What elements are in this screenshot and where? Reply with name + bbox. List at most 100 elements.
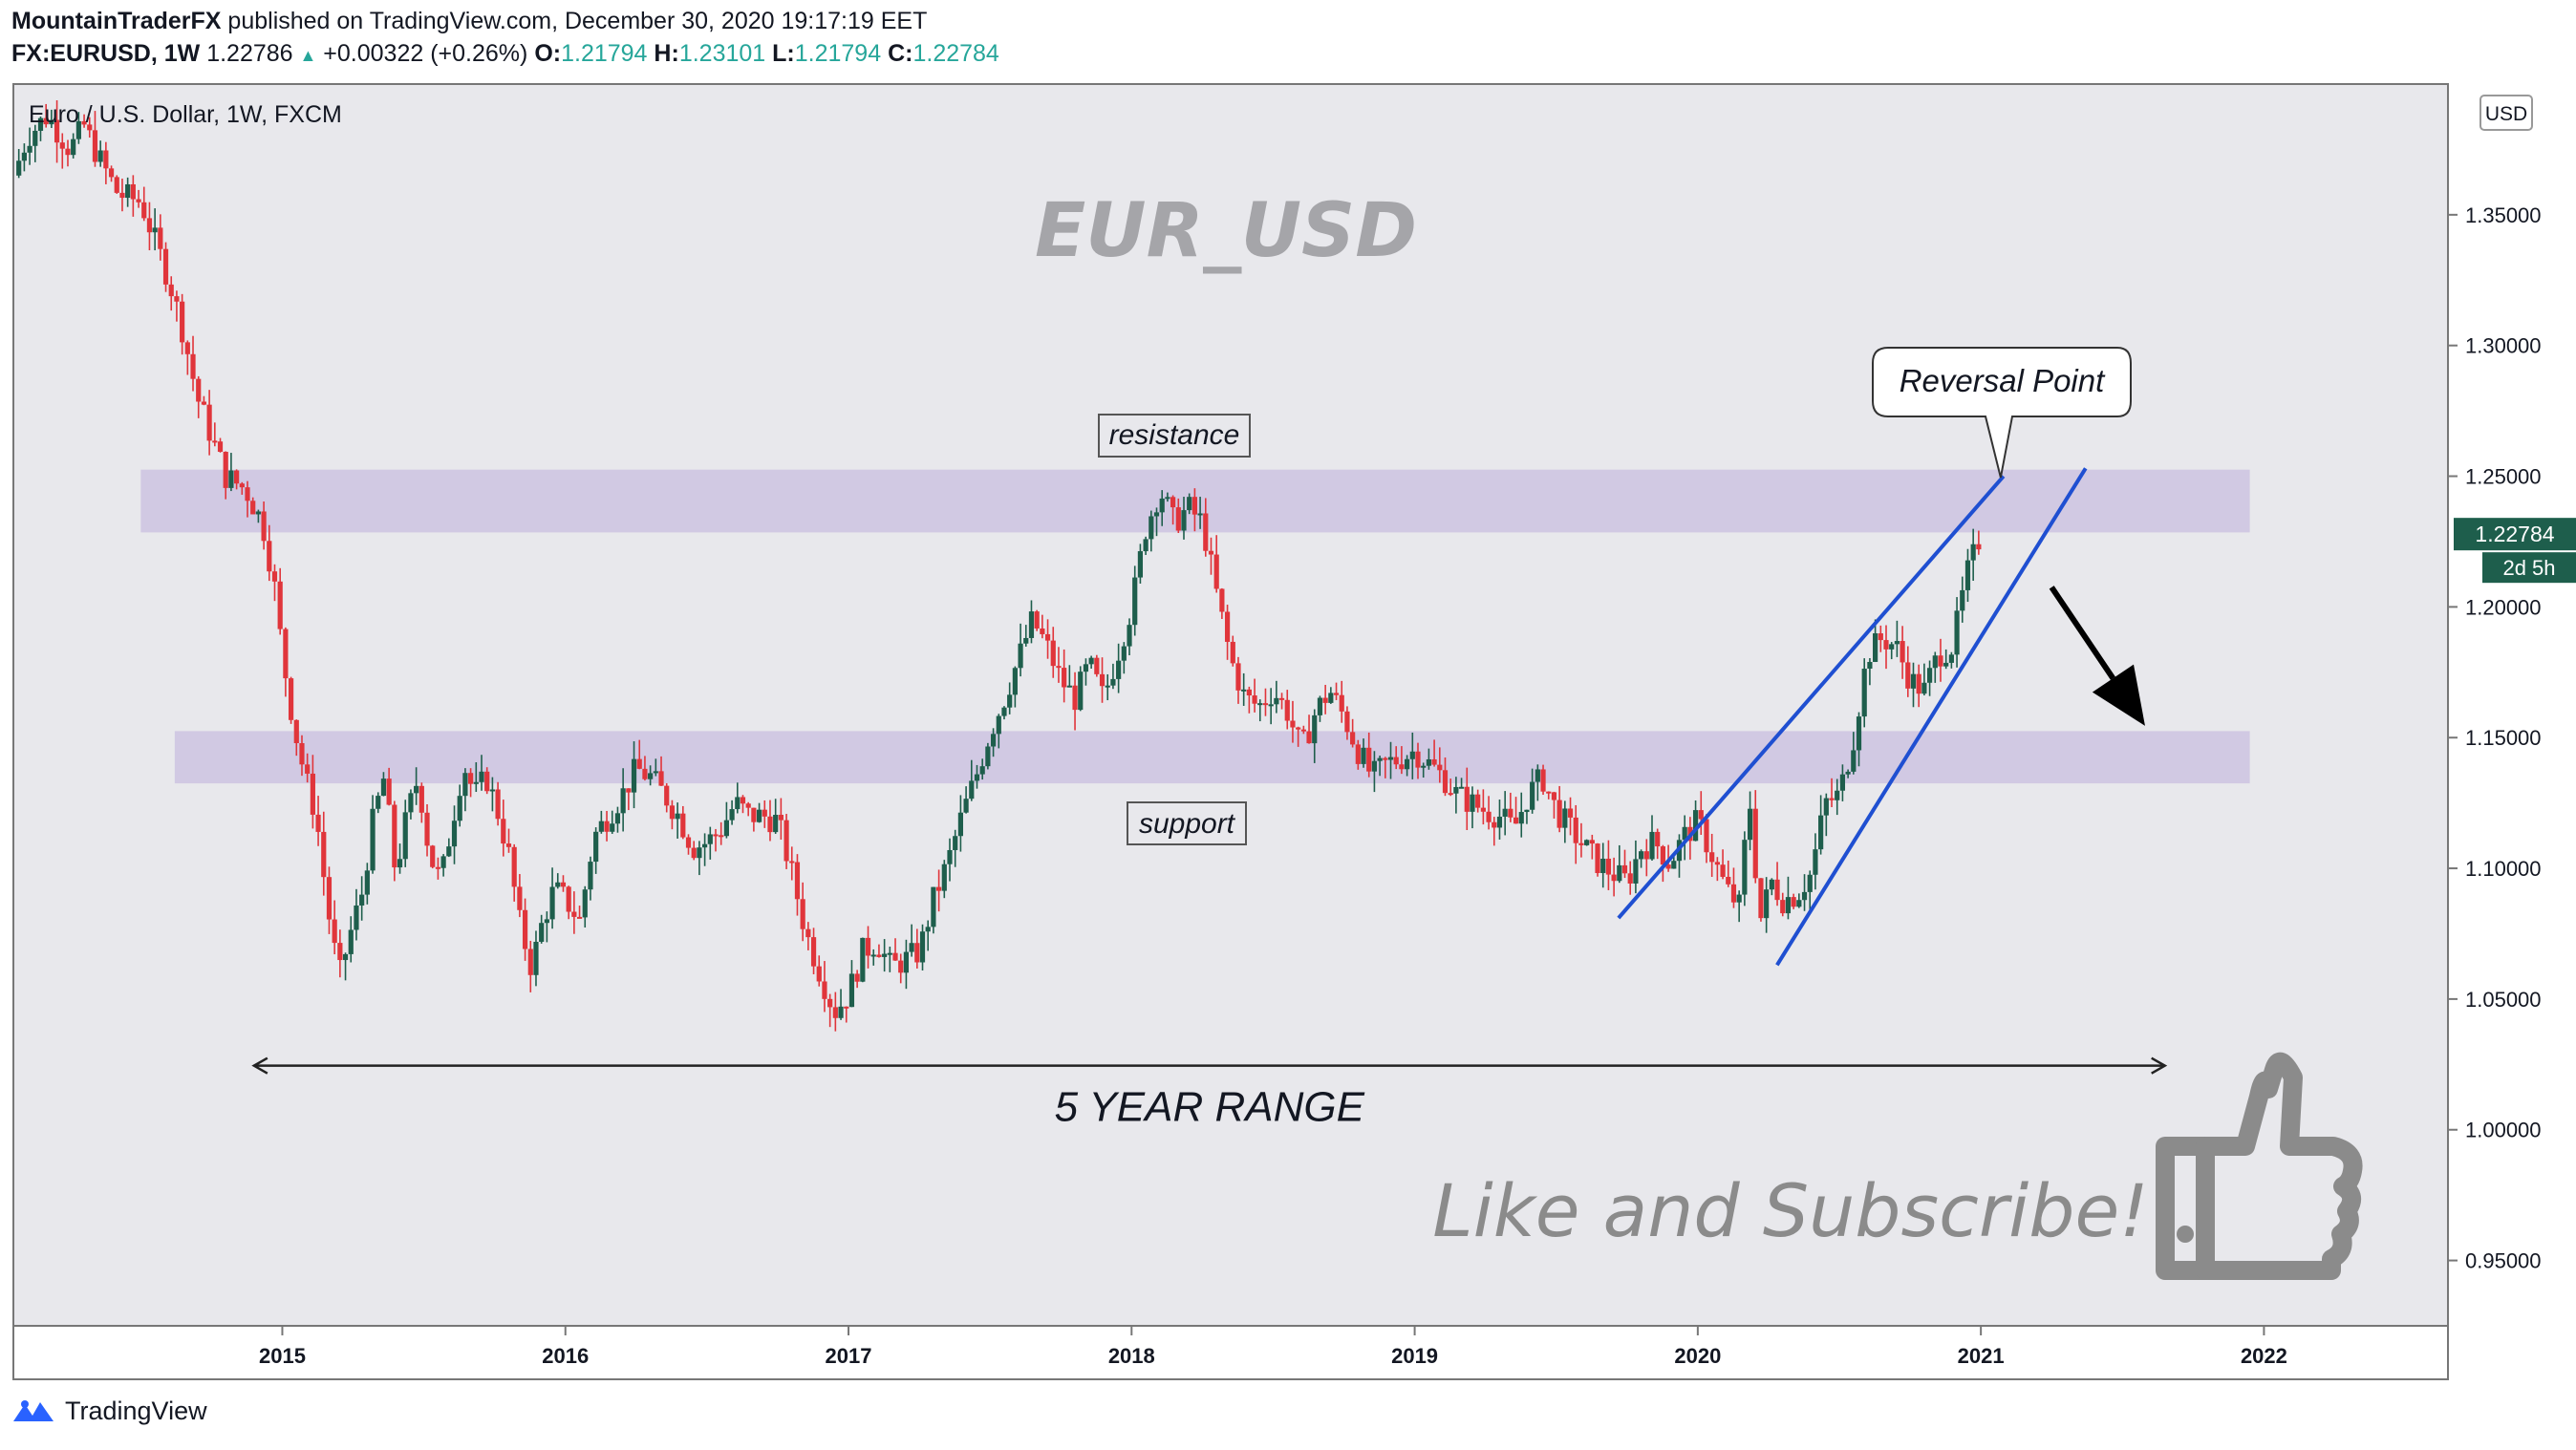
candle-down [745,803,751,808]
candle-up [1639,851,1644,860]
candle-up [397,859,403,868]
candle-up [1148,516,1154,540]
candle-down [1252,695,1257,704]
candle-up [27,145,32,153]
candle-down [1709,852,1715,863]
candle-up [1970,544,1976,561]
channel-lower-line[interactable] [1775,467,2088,967]
plot-area[interactable] [12,83,2449,1327]
candle-down [1916,673,1921,694]
candle-up [1736,894,1742,903]
tradingview-brand: TradingView [65,1397,207,1425]
candle-down [865,937,871,956]
candle-up [707,834,713,844]
support-label-box [1127,801,1247,845]
candle-up [1671,861,1677,869]
candle-down [1486,811,1492,822]
range-arrow[interactable]: 5 YEAR RANGE [251,1056,2168,1131]
publish-line: MountainTraderFX published on TradingVie… [11,8,927,35]
candle-down [1290,720,1296,728]
channel-upper-line[interactable] [1617,475,2006,920]
candle-down [827,998,833,1008]
candle-up [1910,673,1917,689]
candle-down [332,919,337,944]
candle-up [228,470,234,488]
candle-up [1496,816,1503,828]
x-tick-label: 2015 [259,1344,306,1368]
candle-down [484,771,490,792]
candle-up [593,831,599,863]
candle-down [1698,810,1704,820]
candle-down [511,846,517,887]
candle-down [158,227,163,249]
candle-up [1954,610,1960,655]
candle-up [1023,637,1029,644]
candle-up [1801,891,1808,901]
candle-down [664,785,670,806]
time-axis[interactable] [12,1325,2449,1380]
candle-up [1889,644,1895,650]
candle-up [985,746,991,767]
candle-down [1556,800,1562,828]
candle-down [1350,732,1356,745]
candle-up [1867,661,1873,670]
candle-down [1508,808,1513,818]
candle-down [1442,770,1449,794]
candle-down [261,511,267,542]
candle-down [566,886,571,912]
reversal-callout[interactable]: Reversal Point [1872,347,2132,479]
candle-down [288,678,294,720]
candle-down [576,916,583,919]
y-tick-label: 1.00000 [2465,1119,2542,1142]
candle-down [283,629,289,679]
candle-up [1518,812,1524,824]
candle-up [1584,840,1590,845]
projection-arrow[interactable] [2049,586,2145,726]
symbol-watermark: EUR_USD [1035,188,1417,274]
last-price-tag: 1.22784 2d 5h [2454,518,2576,584]
usd-badge[interactable]: USD [2479,95,2533,131]
candle-up [1121,646,1127,661]
candle-down [146,218,153,233]
candle-up [1078,672,1084,711]
support-label[interactable]: support [1127,801,1247,845]
author-name[interactable]: MountainTraderFX [11,8,222,34]
candle-down [1660,846,1665,865]
candle-down [271,571,278,582]
x-tick-label: 2019 [1391,1344,1438,1368]
candle-down [658,771,664,786]
candle-down [1322,697,1328,703]
x-tick-label: 2018 [1108,1344,1155,1368]
candle-up [1268,704,1274,707]
candle-up [614,813,621,824]
candle-up [957,812,963,837]
thumbs-up-cuff-dot [2177,1226,2194,1243]
candle-down [1415,751,1421,768]
candle-down [1099,673,1106,687]
candle-up [723,820,729,837]
candle-down [1578,842,1584,845]
candle-down [103,150,109,169]
candle-down [234,470,240,484]
candle-down [1513,817,1519,824]
price-axis[interactable] [2448,84,2576,1379]
y-tick-label: 1.05000 [2465,988,2542,1012]
symbol-label: FX:EURUSD, 1W [11,40,201,67]
candle-up [1823,798,1829,816]
candle-down [1366,747,1372,772]
candle-up [533,941,539,975]
candle-down [315,814,321,832]
resistance-label[interactable]: resistance [1098,414,1251,458]
candle-up [1926,668,1933,683]
like-subscribe-text: Like and Subscribe! [1432,1168,2148,1253]
tradingview-footer[interactable]: TradingView [11,1397,207,1426]
candle-up [1116,660,1122,679]
candle-up [941,864,947,891]
candle-down [1605,858,1612,875]
reversal-callout-box [1872,347,2132,479]
candle-down [832,1007,838,1018]
candle-down [1062,668,1067,688]
candle-down [1278,697,1285,700]
candle-down [1246,689,1252,696]
